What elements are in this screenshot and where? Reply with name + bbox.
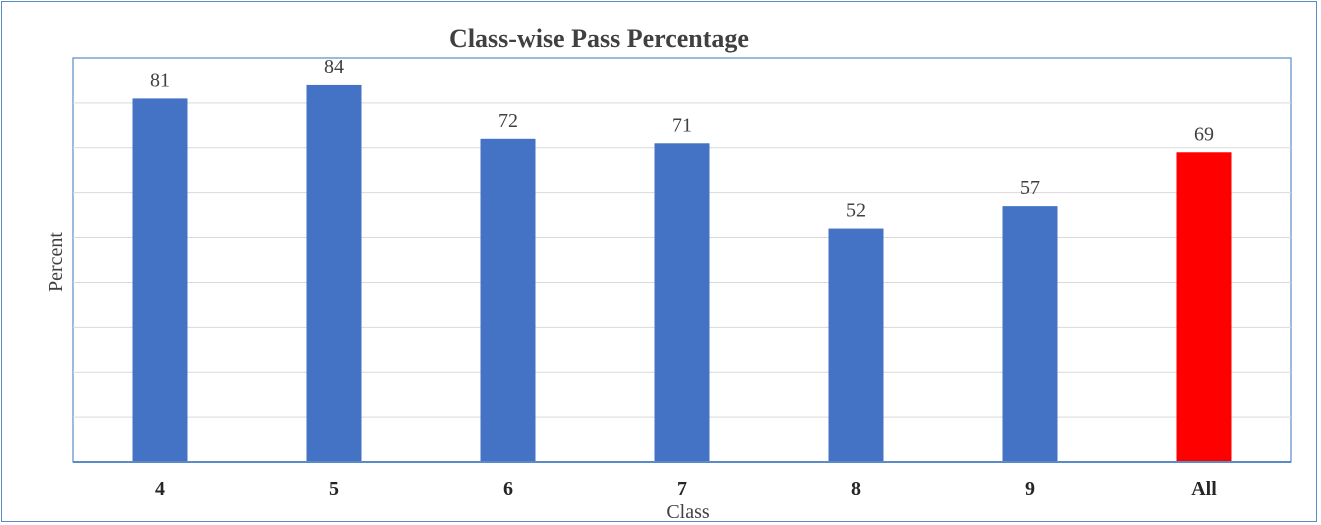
x-tick-label: 4	[155, 478, 165, 500]
bar-5	[306, 84, 362, 462]
bar-6	[480, 138, 536, 463]
data-label: 81	[150, 69, 170, 91]
x-tick-label: 8	[851, 478, 861, 500]
y-axis-title: Percent	[45, 232, 67, 292]
bars	[73, 84, 1291, 463]
data-label: 71	[672, 114, 692, 136]
data-labels: 81 84 72 71 52 57 69	[150, 56, 1214, 222]
chart-title: Class-wise Pass Percentage	[449, 24, 749, 53]
x-tick-label: 9	[1025, 478, 1035, 500]
data-label: 84	[324, 56, 344, 78]
x-tick-label: 6	[503, 478, 513, 500]
bar-9	[1002, 206, 1058, 462]
bar-all	[1176, 152, 1232, 462]
x-tick-labels: 4 5 6 7 8 9 All	[155, 478, 1217, 500]
data-label: 72	[498, 110, 518, 132]
bar-8	[828, 228, 884, 462]
data-label: 69	[1194, 123, 1214, 145]
x-axis-title: Class	[666, 501, 710, 523]
data-label: 52	[846, 200, 866, 222]
bar-4	[132, 98, 188, 463]
x-tick-label: 7	[677, 478, 687, 500]
x-tick-label: All	[1191, 478, 1217, 500]
x-tick-label: 5	[329, 478, 339, 500]
data-label: 57	[1020, 177, 1040, 199]
bar-7	[654, 143, 710, 463]
